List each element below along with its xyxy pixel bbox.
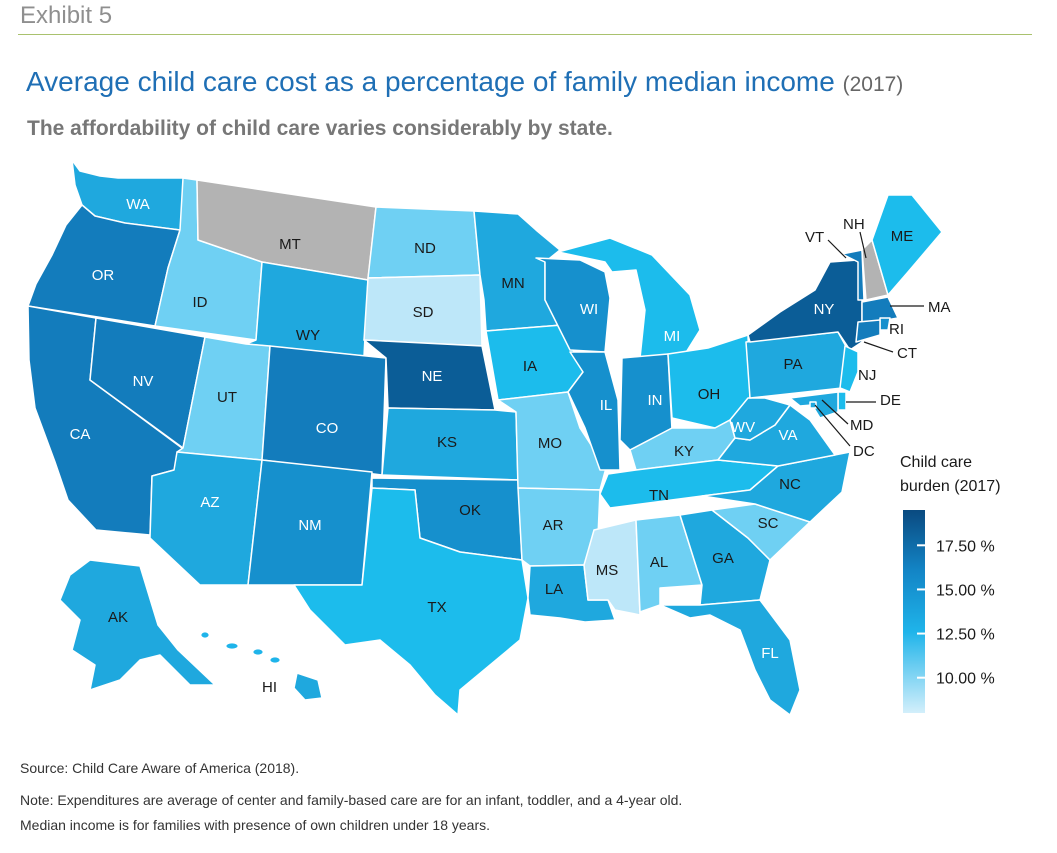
chart-title-year: (2017) — [842, 73, 904, 96]
callout-label-VT: VT — [805, 229, 824, 246]
state-IL[interactable] — [567, 351, 621, 471]
state-label-OR: OR — [92, 267, 115, 284]
state-CO[interactable] — [261, 345, 387, 476]
state-label-MI: MI — [664, 328, 681, 345]
state-label-ME: ME — [891, 228, 914, 245]
callout-label-DC: DC — [853, 443, 875, 460]
state-label-IL: IL — [600, 397, 613, 414]
legend-title-line1: Child care — [900, 454, 972, 471]
state-MO[interactable] — [497, 391, 607, 491]
state-label-NC: NC — [779, 476, 801, 493]
legend-tick-label: 15.00 % — [936, 582, 995, 599]
state-label-WI: WI — [580, 301, 598, 318]
state-label-PA: PA — [784, 356, 803, 373]
state-label-AZ: AZ — [200, 494, 219, 511]
state-CT[interactable] — [855, 319, 881, 343]
state-label-OK: OK — [459, 502, 481, 519]
callout-label-CT: CT — [897, 345, 917, 362]
callout-label-DE: DE — [880, 392, 901, 409]
chart-subtitle: The affordability of child care varies c… — [27, 117, 613, 140]
state-label-CA: CA — [70, 426, 91, 443]
state-label-IA: IA — [523, 358, 537, 375]
color-legend: Child care burden (2017) 17.50 %15.00 %1… — [900, 454, 1001, 713]
header-divider — [18, 34, 1032, 35]
expenditure-note: Note: Expenditures are average of center… — [20, 792, 683, 808]
state-label-ND: ND — [414, 240, 436, 257]
state-label-KS: KS — [437, 434, 457, 451]
state-VT[interactable] — [841, 249, 865, 301]
state-label-NV: NV — [133, 373, 154, 390]
legend-tick-label: 17.50 % — [936, 538, 995, 555]
state-AK[interactable] — [59, 559, 216, 691]
state-label-OH: OH — [698, 386, 721, 403]
state-label-IN: IN — [648, 392, 663, 409]
state-label-AR: AR — [543, 517, 564, 534]
state-label-WY: WY — [296, 327, 320, 344]
exhibit-label: Exhibit 5 — [20, 2, 113, 29]
state-label-SC: SC — [758, 515, 779, 532]
state-DC[interactable] — [809, 401, 817, 409]
state-label-GA: GA — [712, 550, 734, 567]
source-note: Source: Child Care Aware of America (201… — [20, 760, 300, 776]
callout-label-NH: NH — [843, 216, 865, 233]
chart-title: Average child care cost as a percentage … — [26, 66, 903, 98]
state-label-MT: MT — [279, 236, 301, 253]
legend-ticks: 17.50 % 15.00 % 12.50 % 10.00 % — [917, 538, 995, 688]
state-label-MS: MS — [596, 562, 619, 579]
callout-labels: VT NH MA RI CT NJ DE MD DC AK HI — [108, 216, 951, 696]
state-HI[interactable] — [293, 672, 323, 701]
legend-tick-label: 10.00 % — [936, 671, 995, 688]
state-label-KY: KY — [674, 443, 694, 460]
state-label-NY: NY — [814, 301, 835, 318]
state-NJ[interactable] — [839, 345, 859, 393]
hawaii-small-islands — [200, 631, 281, 664]
legend-title-line2: burden (2017) — [900, 478, 1001, 495]
state-TX[interactable] — [293, 487, 529, 716]
state-label-LA: LA — [545, 581, 563, 598]
state-label-VA: VA — [779, 427, 798, 444]
callout-label-RI: RI — [889, 321, 904, 338]
state-SC[interactable] — [711, 503, 811, 561]
chart-title-text: Average child care cost as a percentage … — [26, 66, 835, 97]
state-label-TN: TN — [649, 487, 669, 504]
state-label-NE: NE — [422, 368, 443, 385]
callout-label-MA: MA — [928, 299, 951, 316]
state-label-FL: FL — [761, 645, 779, 662]
state-label-SD: SD — [413, 304, 434, 321]
callout-label-HI: HI — [262, 679, 277, 696]
state-FL[interactable] — [659, 599, 801, 716]
callout-label-MD: MD — [850, 417, 873, 434]
state-MA[interactable] — [861, 296, 899, 323]
state-label-UT: UT — [217, 389, 237, 406]
callout-label-NJ: NJ — [858, 367, 876, 384]
state-ME[interactable] — [871, 194, 943, 296]
state-label-ID: ID — [193, 294, 208, 311]
legend-color-bar — [903, 510, 925, 713]
legend-tick-label: 12.50 % — [936, 627, 995, 644]
state-WV[interactable] — [729, 397, 791, 441]
state-NY[interactable] — [747, 259, 863, 351]
state-label-WV: WV — [731, 419, 755, 436]
income-note: Median income is for families with prese… — [20, 817, 491, 833]
state-label-WA: WA — [126, 196, 150, 213]
state-label-TX: TX — [427, 599, 446, 616]
state-label-NM: NM — [298, 517, 321, 534]
state-NC[interactable] — [701, 451, 851, 523]
state-label-AL: AL — [650, 554, 668, 571]
state-label-CO: CO — [316, 420, 339, 437]
state-AZ[interactable] — [149, 451, 263, 586]
callout-label-AK: AK — [108, 609, 128, 626]
state-label-MN: MN — [501, 275, 524, 292]
callout-lines — [814, 231, 924, 447]
state-labels: WA OR CA NV ID MT WY UT AZ CO NM ND SD N… — [70, 196, 914, 662]
state-DE[interactable] — [837, 391, 847, 411]
state-label-MO: MO — [538, 435, 562, 452]
